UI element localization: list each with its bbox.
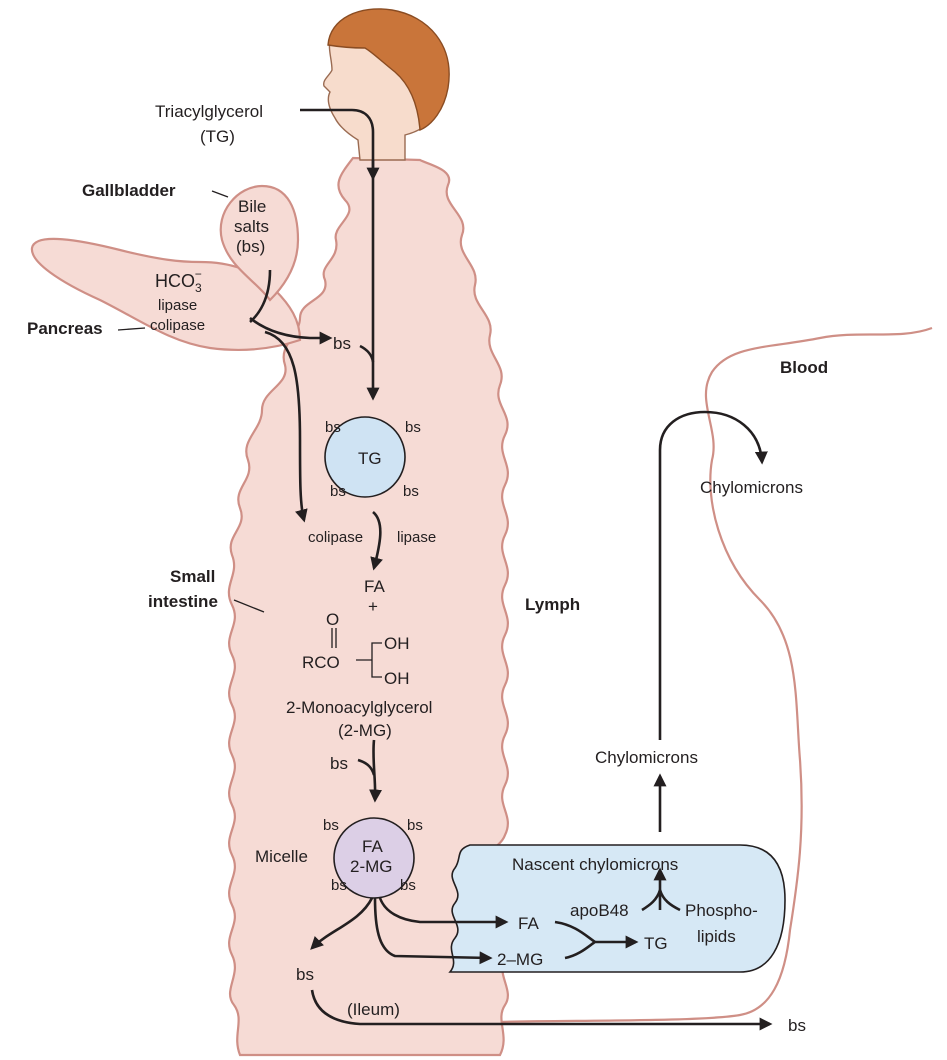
triacylglycerol-label: Triacylglycerol (155, 102, 263, 121)
lymph-to-blood-arrow (658, 410, 768, 740)
micelle-bs-tl: bs (323, 817, 339, 834)
apob48-label: apoB48 (570, 901, 629, 920)
hco3-label: HCO3− (155, 267, 202, 295)
droplet-tg-label: TG (358, 449, 382, 468)
micelle-to-mg-arrow (373, 897, 493, 965)
mg-to-tg-arrow (564, 935, 639, 960)
droplet-bs-bl: bs (330, 483, 346, 500)
oh1-label: OH (384, 634, 410, 653)
plus-label: + (368, 597, 378, 616)
micelle-to-bs-arrow (310, 897, 374, 950)
nascent-chylomicrons-label: Nascent chylomicrons (512, 855, 678, 874)
pancreas-to-bs-arrow (249, 316, 333, 345)
micelle-bs-bl: bs (331, 877, 347, 894)
lipase-action-arrow (370, 511, 383, 571)
bs-label-2: bs (330, 754, 348, 773)
enterocyte-cell (448, 844, 786, 973)
colipase-arrow (264, 330, 308, 523)
gallbladder-leader (211, 190, 229, 198)
intestine-label: intestine (148, 592, 218, 611)
lymph-label: Lymph (525, 595, 580, 614)
blood-vessel-outline (499, 326, 933, 1024)
lipase-label-2: lipase (397, 529, 436, 546)
colipase-label-2: colipase (308, 529, 363, 546)
micelle-to-fa-arrow (378, 897, 509, 929)
monoacylglycerol-label: 2-Monoacylglycerol (286, 698, 432, 717)
ileum-label: (Ileum) (347, 1000, 400, 1019)
phospho-join-arrow (658, 889, 681, 912)
mg-cell-label: 2–MG (497, 950, 543, 969)
small-label: Small (170, 567, 215, 586)
bile-label: Bile (238, 197, 266, 216)
micelle-bs-tr: bs (407, 817, 423, 834)
intestine-leader (233, 599, 265, 613)
micelle-mg-label: 2-MG (350, 857, 393, 876)
carbonyl-bond (331, 628, 337, 648)
fa-to-tg-arrow (554, 920, 596, 944)
bs-paren-label: (bs) (236, 237, 265, 256)
oh2-label: OH (384, 669, 410, 688)
rco-label: RCO (302, 653, 340, 672)
micelle-bs-br: bs (400, 877, 416, 894)
droplet-bs-tr: bs (405, 419, 421, 436)
mg-abbrev-label: (2-MG) (338, 721, 392, 740)
phospho-label: Phospho- (685, 901, 758, 920)
chylomicrons-blood-label: Chylomicrons (700, 478, 803, 497)
droplet-bs-br: bs (403, 483, 419, 500)
bs-join-arrow (359, 344, 375, 363)
small-intestine-tube (227, 156, 509, 1057)
micelle-fa-label: FA (362, 837, 383, 856)
bs-recycle-label: bs (296, 965, 314, 984)
ileum-arrow (310, 989, 773, 1031)
lipase-label: lipase (158, 297, 197, 314)
gallbladder-shape (219, 184, 300, 302)
bs-label-1: bs (333, 334, 351, 353)
carbonyl-o-label: O (326, 610, 339, 629)
tg-abbrev-label: (TG) (200, 127, 235, 146)
tg-cell-label: TG (644, 934, 668, 953)
micelle-label: Micelle (255, 847, 308, 866)
blood-label: Blood (780, 358, 828, 377)
lipids-label: lipids (697, 927, 736, 946)
tg-droplet (324, 416, 406, 498)
person-head-icon (322, 8, 450, 161)
salts-label: salts (234, 217, 269, 236)
bile-duct-line (249, 269, 272, 323)
mg-to-micelle-arrow (369, 739, 383, 803)
fa-cell-label: FA (518, 914, 539, 933)
gallbladder-label: Gallbladder (82, 181, 176, 200)
tg-ingest-arrow (300, 108, 380, 181)
droplet-bs-tl: bs (325, 419, 341, 436)
chylomicrons-lymph-label: Chylomicrons (595, 748, 698, 767)
fa-label: FA (364, 577, 385, 596)
pancreas-leader (117, 327, 146, 331)
apob-join-arrow (641, 889, 662, 912)
colipase-label: colipase (150, 317, 205, 334)
bracket (356, 642, 382, 678)
bs-out-label: bs (788, 1016, 806, 1035)
pancreas-label: Pancreas (27, 319, 103, 338)
